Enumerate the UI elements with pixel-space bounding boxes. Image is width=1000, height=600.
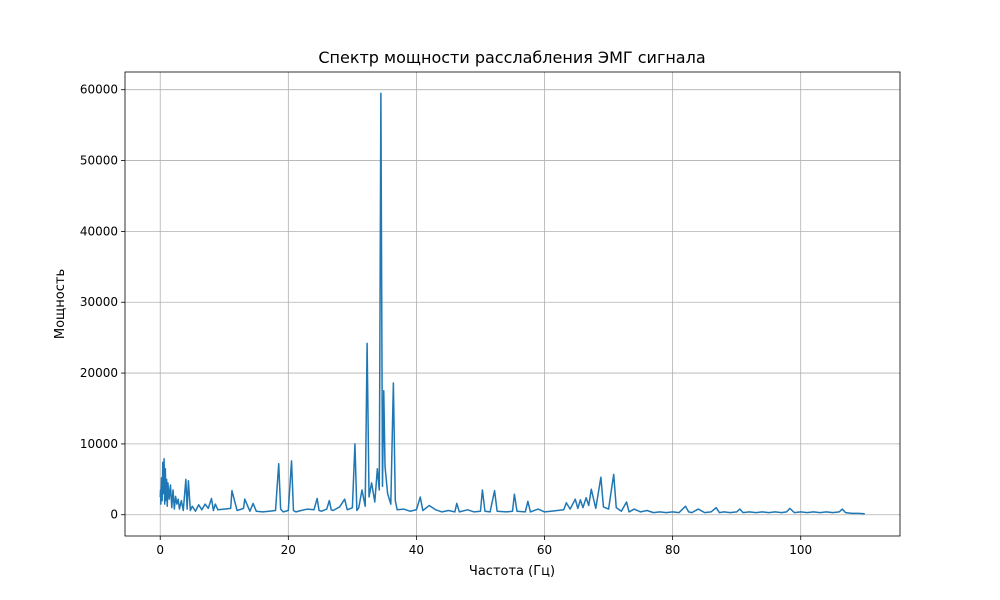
ticks: 0 20 40 60 80 100 0 10000 20000 30000 40000 50000 60…	[80, 83, 812, 557]
plot-area-background	[125, 72, 900, 536]
y-axis-label: Мощность	[53, 269, 68, 339]
x-tick-label: 80	[665, 543, 680, 557]
x-tick-label: 100	[789, 543, 812, 557]
grid	[125, 72, 900, 536]
x-tick-label: 20	[281, 543, 296, 557]
chart-title: Спектр мощности расслабления ЭМГ сигнала	[318, 48, 705, 67]
series-layer	[159, 92, 865, 515]
y-tick-label: 40000	[80, 224, 118, 238]
plot-frame	[124, 71, 901, 537]
power-spectrum-line	[159, 92, 865, 515]
y-tick-label: 60000	[80, 83, 118, 97]
x-tick-label: 40	[409, 543, 424, 557]
y-tick-label: 10000	[80, 437, 118, 451]
x-axis-label: Частота (Гц)	[469, 564, 555, 579]
x-tick-label: 60	[537, 543, 552, 557]
y-tick-label: 0	[110, 508, 118, 522]
x-tick-label: 0	[156, 543, 164, 557]
y-tick-label: 20000	[80, 366, 118, 380]
y-tick-label: 30000	[80, 295, 118, 309]
y-tick-label: 50000	[80, 154, 118, 168]
